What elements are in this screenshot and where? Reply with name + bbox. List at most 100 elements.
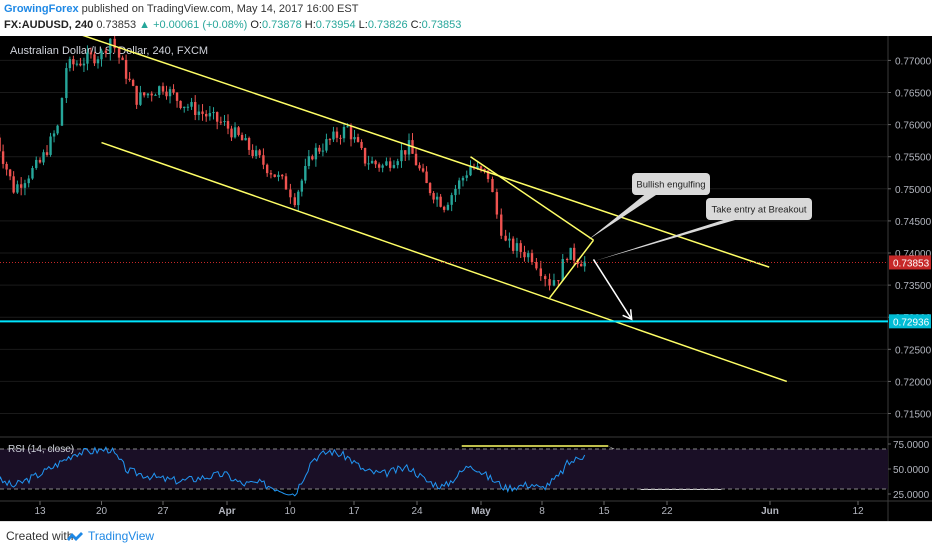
candle-body: [491, 179, 494, 193]
candle-body: [52, 133, 56, 137]
candle-body: [72, 59, 75, 65]
candle-body: [465, 175, 468, 178]
candle-body: [367, 163, 370, 165]
price-levels: [0, 261, 888, 323]
candle-body: [158, 86, 161, 95]
candle-body: [223, 121, 226, 123]
candle-body: [251, 149, 254, 156]
candle-body: [226, 121, 230, 129]
candle-body: [244, 138, 247, 141]
current-price-label: 0.73853: [893, 258, 930, 269]
candle-body: [342, 126, 346, 139]
candle-body: [109, 38, 112, 53]
rsi-title: RSI (14, close): [8, 444, 74, 455]
rsi-tick-label: 75.0000: [893, 440, 930, 451]
candle-body: [35, 159, 38, 169]
candle-body: [508, 238, 511, 241]
footer: Created with TradingView: [0, 521, 932, 551]
candle-body: [500, 214, 503, 236]
price-tick-label: 0.75000: [895, 185, 932, 196]
support-price-label: 0.72936: [893, 317, 930, 328]
candle-body: [284, 176, 288, 190]
candle-body: [194, 102, 197, 115]
candle-body: [8, 169, 12, 177]
candle-body: [363, 148, 367, 164]
candle-body: [519, 243, 522, 252]
take-entry-callout-box: [706, 198, 812, 220]
candle-body: [247, 138, 251, 150]
rsi-band-fill: [0, 449, 888, 489]
bullish-engulfing-callout: Bullish engulfing: [587, 173, 710, 241]
candle-body: [454, 188, 457, 196]
candle-body: [442, 206, 446, 210]
candle-body: [45, 152, 49, 155]
candle-body: [289, 189, 292, 198]
candle-body: [297, 191, 300, 206]
candle-body: [486, 170, 490, 180]
candle-body: [469, 166, 472, 176]
candle-body: [96, 59, 100, 64]
rsi-line: [0, 446, 586, 497]
bullish-engulfing-callout-pointer: [587, 194, 658, 241]
candle-body: [374, 160, 377, 165]
take-entry-callout: Take entry at Breakout: [595, 198, 812, 261]
candle-body: [396, 161, 399, 166]
candle-body: [142, 92, 146, 96]
candle-body: [100, 50, 103, 60]
chart-header: GrowingForex published on TradingView.co…: [0, 0, 932, 36]
candle-body: [131, 79, 135, 86]
candle-body: [479, 166, 483, 169]
candle-body: [146, 93, 150, 96]
candle-body: [400, 150, 403, 162]
candle-body: [124, 59, 128, 79]
rsi-pane: RSI (14, close) 75.0000 50.0000 25.0000: [0, 440, 930, 501]
tradingview-brand-link[interactable]: TradingView: [88, 529, 155, 543]
candle-body: [237, 127, 240, 135]
arrows: [592, 259, 633, 321]
candle-body: [179, 100, 182, 109]
candle-body: [161, 86, 165, 92]
candle-body: [38, 159, 42, 163]
candle-body: [377, 164, 381, 168]
candle-body: [476, 166, 479, 169]
price-axis[interactable]: 0.77000 0.76500 0.76000 0.75500 0.75000 0.745…: [888, 56, 932, 421]
candle-body: [370, 160, 374, 164]
candlestick-series: [0, 36, 586, 291]
candle-body: [385, 161, 388, 166]
candle-body: [432, 193, 435, 200]
candle-body: [535, 261, 538, 269]
candle-body: [523, 251, 526, 258]
candle-body: [23, 183, 27, 188]
candle-body: [12, 176, 15, 193]
candle-body: [421, 168, 425, 172]
candle-body: [56, 125, 59, 134]
quote-line: FX:AUDUSD, 240 0.73853 ▲ +0.00061 (+0.08…: [4, 19, 461, 31]
published-text: published on TradingView.com, May 14, 20…: [81, 3, 359, 15]
candle-body: [539, 268, 542, 277]
candle-body: [314, 147, 318, 160]
candle-body: [273, 174, 276, 177]
author-link[interactable]: GrowingForex: [4, 3, 79, 15]
candle-body: [461, 177, 465, 181]
candle-body: [392, 165, 396, 168]
high-value: 0.73954: [315, 19, 356, 31]
price-tick-label: 0.74000: [895, 249, 932, 260]
candle-body: [79, 63, 82, 66]
candle-body: [204, 113, 208, 117]
price-chart[interactable]: Australian Dollar/U.S. Dollar, 240, FXCM…: [0, 36, 932, 521]
candle-body: [277, 174, 280, 177]
candle-body: [60, 98, 64, 126]
date-tick-label: 10: [284, 506, 296, 517]
rsi-tick-label: 50.0000: [893, 465, 930, 476]
price-tick-label: 0.74500: [895, 217, 932, 228]
close-label: C:: [410, 19, 422, 31]
candle-body: [16, 184, 19, 193]
low-label: L:: [358, 19, 368, 31]
candle-body: [339, 137, 342, 139]
price-tick-label: 0.73500: [895, 281, 932, 292]
date-axis[interactable]: 13 20 27 Apr 10 17 24 May 8 15 22 Jun 12: [34, 501, 864, 517]
channel-upper-line: [82, 36, 770, 268]
candle-body: [388, 161, 392, 168]
date-tick-label: Jun: [761, 506, 779, 517]
candle-body: [215, 112, 219, 122]
